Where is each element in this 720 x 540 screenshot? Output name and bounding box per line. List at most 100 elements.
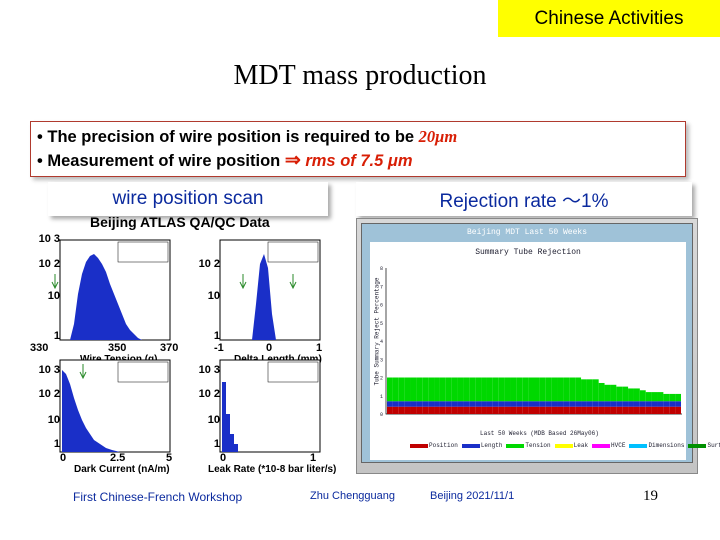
bar-position <box>422 406 429 414</box>
bar-tension <box>663 393 670 402</box>
y-tick: 10 2 <box>198 258 220 270</box>
bar-tension <box>616 386 623 402</box>
bar-length <box>451 401 458 407</box>
rejection-chart-subtitle: Summary Tube Rejection <box>475 248 581 257</box>
legend-item: Length <box>461 442 502 449</box>
y-tick: 10 2 <box>38 258 60 270</box>
bar-position <box>457 406 464 414</box>
bar-tension <box>463 377 470 402</box>
rejection-chart-header: Beijing MDT Last 50 Weeks <box>466 228 588 237</box>
x-tick: 2.5 <box>110 452 126 464</box>
x-tick: 1 <box>310 452 317 464</box>
bar-position <box>434 406 440 414</box>
rejection-bars-svg: 8 7 6 5 4 3 2 1 0 <box>380 266 682 418</box>
bar-tension <box>481 377 487 402</box>
y-tick: 1 <box>53 438 60 450</box>
bar-position <box>498 406 505 414</box>
bar-length <box>545 401 552 407</box>
bar-position <box>481 406 487 414</box>
bar-tension <box>622 386 629 402</box>
dark-current-histogram: 10 3 10 2 10 1 0 2.5 5 Dark Current (nA/… <box>30 354 180 475</box>
bar-length <box>475 401 482 407</box>
y-tick: 10 2 <box>38 388 60 400</box>
bar-position <box>469 406 476 414</box>
bar-position <box>569 406 576 414</box>
bar-tension <box>422 377 429 402</box>
bar-position <box>528 406 534 414</box>
y-tick: 10 3 <box>38 364 60 376</box>
bar-position <box>575 406 582 414</box>
bar-length <box>469 401 476 407</box>
bar-position <box>445 406 452 414</box>
bar-length <box>528 401 534 407</box>
bar-tension <box>669 393 676 402</box>
bar-position <box>534 406 540 414</box>
bar-tension <box>486 377 493 402</box>
bar-position <box>439 406 446 414</box>
legend-swatch <box>461 443 480 448</box>
x-tick: 0 <box>60 452 67 464</box>
y-tick: 10 <box>207 414 220 426</box>
precision-value: 20μm <box>418 127 458 146</box>
rejection-chart-frame: Beijing MDT Last 50 Weeks Summary Tube R… <box>361 223 720 463</box>
footer-author: Zhu Chengguang <box>310 490 396 502</box>
legend-swatch <box>554 443 573 448</box>
qaqc-chart-title: Beijing ATLAS QA/QC Data <box>90 214 270 230</box>
bar-position <box>675 406 681 414</box>
y-tick-label: 8 <box>380 266 383 272</box>
bar-position <box>416 406 423 414</box>
bar-tension <box>404 377 411 402</box>
y-tick: 10 <box>47 414 60 426</box>
bar-tension <box>557 377 564 402</box>
bar-position <box>510 406 517 414</box>
bar-position <box>504 406 511 414</box>
y-tick-label: 1 <box>380 394 383 400</box>
legend-swatch <box>629 443 648 448</box>
bar-length <box>398 401 405 407</box>
bar-tension <box>534 377 540 402</box>
bar-tension <box>451 377 458 402</box>
bar-tension <box>633 388 640 402</box>
y-tick: 10 3 <box>38 233 60 245</box>
bar-tension <box>628 388 634 402</box>
legend-label: HVCE <box>611 442 626 449</box>
bar-tension <box>510 377 517 402</box>
bar-position <box>410 406 417 414</box>
x-tick: 1 <box>316 342 323 354</box>
legend-swatch <box>592 443 611 448</box>
bar-position <box>404 406 411 414</box>
bar-length <box>657 401 664 407</box>
bar-tension <box>528 377 534 402</box>
bar-tension <box>586 379 593 402</box>
bar-length <box>551 401 558 407</box>
bar-length <box>404 401 411 407</box>
bar-position <box>669 406 676 414</box>
y-tick: 10 <box>47 290 60 302</box>
x-tick: 370 <box>160 342 179 354</box>
bar-position <box>645 406 652 414</box>
bar-length <box>575 401 582 407</box>
x-tick: 0 <box>266 342 273 354</box>
y-tick: 10 3 <box>198 364 220 376</box>
bar-length <box>663 401 670 407</box>
bar-position <box>398 406 405 414</box>
dark-current-histogram-svg <box>59 359 171 453</box>
bar-tension <box>569 377 576 402</box>
bar-tension <box>445 377 452 402</box>
bar-length <box>422 401 429 407</box>
legend-label: Leak <box>573 442 589 449</box>
y-tick: 10 <box>207 290 220 302</box>
y-tick-label: 7 <box>380 284 383 290</box>
bar-tension <box>504 377 511 402</box>
legend-item: HVCE <box>592 442 625 449</box>
x-tick: -1 <box>214 342 224 354</box>
bar-tension <box>410 377 417 402</box>
bar-length <box>410 401 417 407</box>
bar-length <box>534 401 540 407</box>
bar-position <box>486 406 493 414</box>
rejection-chart: Beijing MDT Last 50 Weeks Summary Tube R… <box>356 218 720 474</box>
leak-rate-histogram: 10 3 10 2 10 1 0 1 Leak Rate (*10-8 bar … <box>190 354 336 475</box>
bar-position <box>563 406 570 414</box>
bar-length <box>434 401 440 407</box>
x-axis-label: Last 50 Weeks (MDB Based 26May06) <box>480 430 599 437</box>
